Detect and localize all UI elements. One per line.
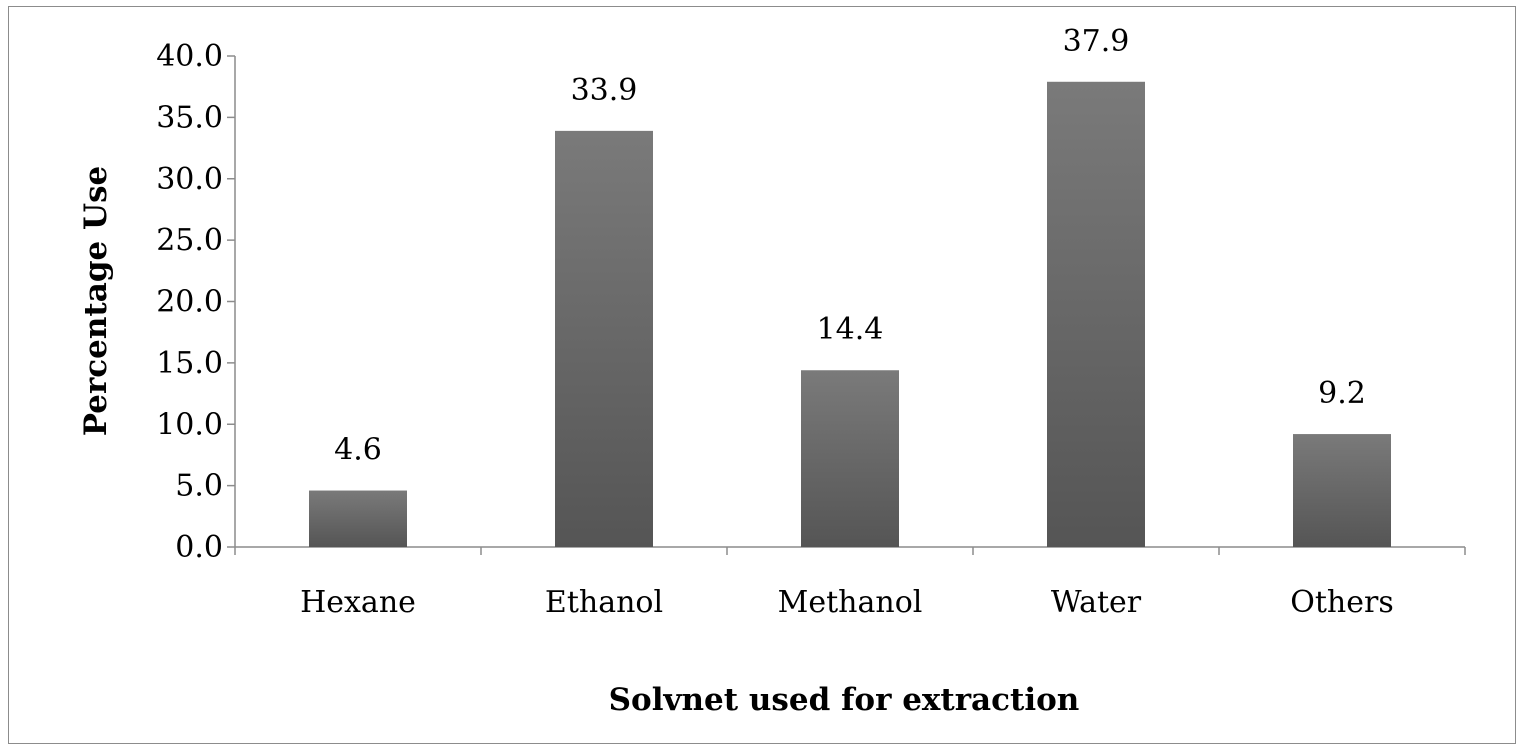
bar-value-label: 33.9 <box>571 73 638 108</box>
y-tick-label: 5.0 <box>175 469 223 504</box>
x-category-label: Others <box>1290 585 1393 620</box>
chart-frame <box>8 6 1516 744</box>
bar-value-label: 4.6 <box>334 433 382 468</box>
x-category-label: Water <box>1051 585 1142 620</box>
bars <box>309 81 1391 547</box>
y-axis-title: Percentage Use <box>78 166 114 436</box>
bar-hexane <box>309 490 407 547</box>
data-labels: 4.6 33.9 14.4 37.9 9.2 <box>334 24 1366 468</box>
x-axis-title: Solvnet used for extraction <box>609 682 1080 718</box>
y-tick-label: 40.0 <box>156 39 223 74</box>
bar-others <box>1293 434 1391 547</box>
y-tick-label: 25.0 <box>156 223 223 258</box>
bar-value-label: 9.2 <box>1318 376 1366 411</box>
bar-methanol <box>801 370 899 547</box>
x-category-label: Hexane <box>300 585 416 620</box>
y-tick-label: 20.0 <box>156 285 223 320</box>
y-tick-label: 35.0 <box>156 100 223 135</box>
y-tick-label: 0.0 <box>175 530 223 565</box>
bar-value-label: 14.4 <box>817 312 884 347</box>
x-category-label: Ethanol <box>545 585 663 620</box>
y-tick-label: 10.0 <box>156 407 223 442</box>
y-tick-label: 30.0 <box>156 162 223 197</box>
y-tick-label: 15.0 <box>156 346 223 381</box>
bar-value-label: 37.9 <box>1063 24 1130 59</box>
x-axis: Hexane Ethanol Methanol Water Others <box>234 546 1466 620</box>
bar-ethanol <box>555 130 653 547</box>
y-axis: 0.0 5.0 10.0 15.0 20.0 25.0 30.0 35.0 40.0 <box>156 39 236 565</box>
x-category-label: Methanol <box>778 585 923 620</box>
bar-water <box>1047 81 1145 547</box>
